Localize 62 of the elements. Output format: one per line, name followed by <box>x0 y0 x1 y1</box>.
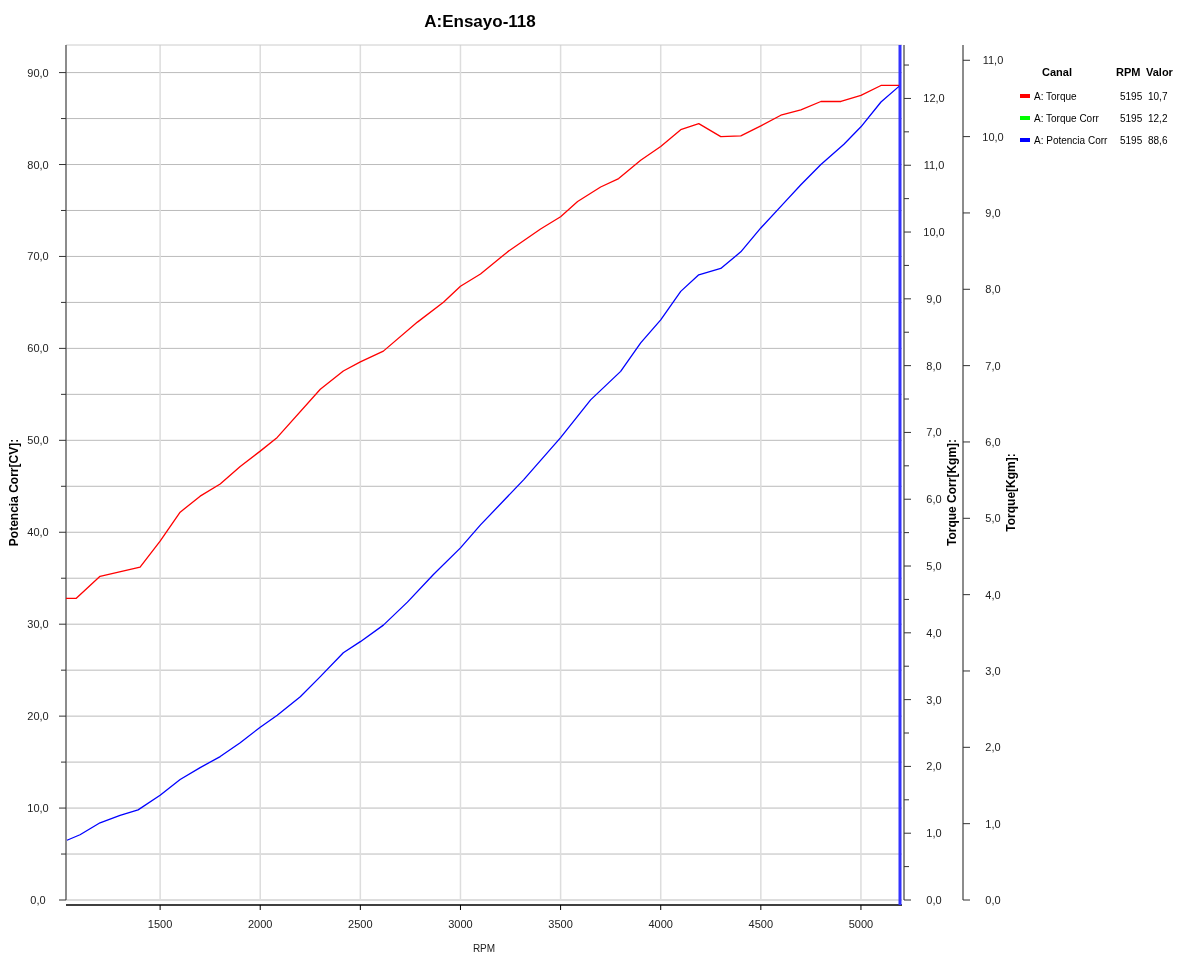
y2-tick-label: 1,0 <box>926 827 942 840</box>
x-tick-label: 3000 <box>448 918 473 930</box>
y-tick-label: 60,0 <box>27 342 49 355</box>
x-tick-label: 4500 <box>748 918 774 930</box>
y2-tick-label: 3,0 <box>926 693 942 706</box>
x-tick-label: 1500 <box>147 918 173 930</box>
y3-tick-label: 5,0 <box>985 512 1001 525</box>
x-tick-label: 3500 <box>548 918 573 930</box>
line-series <box>66 85 900 841</box>
y3-tick-label: 10,0 <box>982 130 1004 143</box>
y3-tick-label: 6,0 <box>985 435 1001 448</box>
legend-label: A: Potencia Corr <box>1034 135 1109 146</box>
y3-tick-label: 3,0 <box>985 664 1001 677</box>
y2-tick-label: 10,0 <box>923 226 945 239</box>
y3-tick-label: 7,0 <box>985 359 1001 372</box>
chart-title: A:Ensayo-118 <box>424 12 536 31</box>
y2-tick-label: 2,0 <box>926 760 942 773</box>
text: 5195 <box>1120 113 1143 124</box>
y-tick-label: 90,0 <box>27 66 49 79</box>
y3-tick-label: 9,0 <box>985 206 1001 219</box>
y2-tick-label: 11,0 <box>923 159 945 172</box>
y-tick-label: 50,0 <box>27 434 49 447</box>
line-series <box>65 84 900 600</box>
text: 12,2 <box>1148 113 1168 124</box>
text: Valor <box>1146 66 1174 78</box>
y-tick-label: 80,0 <box>27 158 49 171</box>
y3-axis-title: Torque[Kgm]: <box>1004 453 1018 532</box>
x-tick-label: 4000 <box>648 918 673 930</box>
x-tick-label: 2000 <box>247 918 273 930</box>
y-tick-label: 70,0 <box>27 250 49 263</box>
y2-tick-label: 8,0 <box>926 359 942 372</box>
y-tick-label: 10,0 <box>27 802 49 815</box>
y-axis-title: Potencia Corr[CV]: <box>7 438 21 547</box>
y-tick-label: 40,0 <box>27 526 49 539</box>
y2-axis-title: Torque Corr[Kgm]: <box>945 438 959 547</box>
text: 88,6 <box>1148 135 1168 146</box>
y-tick-label: 20,0 <box>27 710 49 723</box>
text: 10,7 <box>1148 91 1168 102</box>
x-tick-label: 5000 <box>848 918 874 930</box>
y2-tick-label: 5,0 <box>926 560 942 573</box>
y3-tick-label: 1,0 <box>985 817 1001 830</box>
x-tick-label: 2500 <box>348 918 373 930</box>
y3-tick-label: 11,0 <box>982 54 1004 67</box>
legend-label: A: Torque <box>1034 91 1078 102</box>
y2-tick-label: 0,0 <box>926 894 942 906</box>
y2-tick-label: 9,0 <box>926 292 942 305</box>
y3-tick-label: 8,0 <box>985 283 1001 296</box>
x-axis-title: RPM <box>472 943 496 954</box>
y3-tick-label: 0,0 <box>985 894 1001 906</box>
y3-tick-label: 4,0 <box>985 588 1001 601</box>
legend-title: Canal <box>1042 66 1072 78</box>
y2-tick-label: 6,0 <box>926 493 942 506</box>
y3-tick-label: 2,0 <box>985 741 1001 754</box>
legend-label: A: Torque Corr <box>1034 113 1100 124</box>
y2-tick-label: 7,0 <box>926 426 942 439</box>
y-tick-label: 30,0 <box>27 618 49 631</box>
text: RPM <box>1116 66 1141 78</box>
y2-tick-label: 4,0 <box>926 626 942 639</box>
y2-tick-label: 12,0 <box>923 92 945 105</box>
text: 5195 <box>1120 91 1143 102</box>
text: 5195 <box>1120 135 1143 146</box>
y-tick-label: 0,0 <box>30 894 46 906</box>
